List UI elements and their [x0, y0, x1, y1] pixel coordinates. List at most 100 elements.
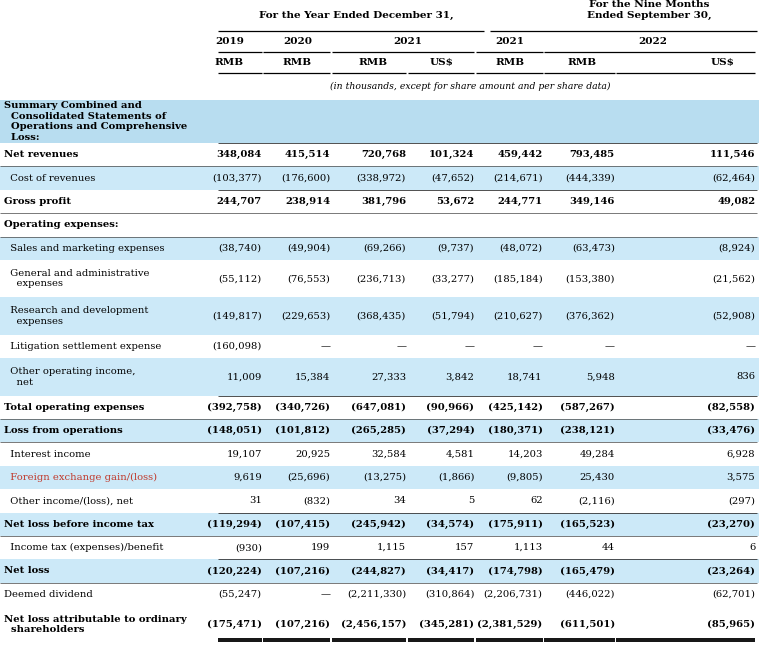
Text: (55,112): (55,112) — [219, 274, 262, 283]
Text: 459,442: 459,442 — [497, 150, 543, 159]
Text: (587,267): (587,267) — [560, 403, 615, 412]
Text: (85,965): (85,965) — [707, 620, 755, 629]
Text: Research and development
    expenses: Research and development expenses — [4, 306, 148, 326]
Text: 2022: 2022 — [638, 37, 667, 46]
Text: 381,796: 381,796 — [361, 197, 406, 206]
Text: (25,696): (25,696) — [288, 473, 330, 482]
Text: (51,794): (51,794) — [431, 311, 474, 320]
Text: RMB: RMB — [568, 58, 597, 67]
Text: (62,464): (62,464) — [712, 174, 755, 183]
Text: (214,671): (214,671) — [493, 174, 543, 183]
Text: 793,485: 793,485 — [570, 150, 615, 159]
FancyBboxPatch shape — [0, 559, 759, 582]
Text: 157: 157 — [455, 543, 474, 552]
Text: 49,284: 49,284 — [579, 450, 615, 458]
Text: (69,266): (69,266) — [364, 244, 406, 253]
Text: For the Nine Months
Ended September 30,: For the Nine Months Ended September 30, — [587, 0, 711, 20]
Text: Other operating income,
    net: Other operating income, net — [4, 367, 135, 387]
Text: (34,574): (34,574) — [427, 519, 474, 529]
Text: (47,652): (47,652) — [431, 174, 474, 183]
FancyBboxPatch shape — [0, 237, 759, 260]
Text: 11,009: 11,009 — [226, 372, 262, 382]
Text: (48,072): (48,072) — [499, 244, 543, 253]
Text: (90,966): (90,966) — [427, 403, 474, 412]
Text: 2019: 2019 — [215, 37, 244, 46]
Text: (38,740): (38,740) — [219, 244, 262, 253]
Text: Operating expenses:: Operating expenses: — [4, 220, 118, 229]
Text: 3,575: 3,575 — [726, 473, 755, 482]
Text: RMB: RMB — [215, 58, 244, 67]
Text: 18,741: 18,741 — [507, 372, 543, 382]
Text: 34: 34 — [393, 497, 406, 505]
FancyBboxPatch shape — [0, 0, 759, 143]
Text: (2,211,330): (2,211,330) — [347, 590, 406, 599]
Text: (8,924): (8,924) — [719, 244, 755, 253]
Text: 5,948: 5,948 — [586, 372, 615, 382]
Text: Net loss attributable to ordinary
  shareholders: Net loss attributable to ordinary shareh… — [4, 615, 187, 634]
Text: (63,473): (63,473) — [572, 244, 615, 253]
FancyBboxPatch shape — [0, 143, 759, 166]
Text: 25,430: 25,430 — [580, 473, 615, 482]
Text: (33,476): (33,476) — [707, 426, 755, 436]
Text: Operations and Comprehensive: Operations and Comprehensive — [4, 122, 187, 131]
Text: (340,726): (340,726) — [276, 403, 330, 412]
FancyBboxPatch shape — [0, 443, 759, 466]
FancyBboxPatch shape — [0, 166, 759, 190]
Text: 238,914: 238,914 — [285, 197, 330, 206]
Text: 6: 6 — [749, 543, 755, 552]
Text: (52,908): (52,908) — [712, 311, 755, 320]
Text: (165,523): (165,523) — [559, 519, 615, 529]
Text: (33,277): (33,277) — [431, 274, 474, 283]
Text: 27,333: 27,333 — [371, 372, 406, 382]
Text: —: — — [533, 342, 543, 351]
Text: —: — — [320, 590, 330, 599]
Text: (76,553): (76,553) — [288, 274, 330, 283]
Text: 1,113: 1,113 — [514, 543, 543, 552]
Text: (23,264): (23,264) — [707, 566, 755, 575]
Text: 2020: 2020 — [283, 37, 312, 46]
Text: 415,514: 415,514 — [285, 150, 330, 159]
Text: 32,584: 32,584 — [371, 450, 406, 458]
Text: (160,098): (160,098) — [213, 342, 262, 351]
Text: General and administrative
    expenses: General and administrative expenses — [4, 269, 150, 289]
Text: Summary Combined and: Summary Combined and — [4, 101, 142, 110]
Text: US$: US$ — [710, 58, 735, 67]
FancyBboxPatch shape — [0, 260, 759, 297]
Text: RMB: RMB — [283, 58, 312, 67]
Text: 199: 199 — [311, 543, 330, 552]
Text: (23,270): (23,270) — [707, 519, 755, 529]
Text: (180,371): (180,371) — [488, 426, 543, 436]
Text: (165,479): (165,479) — [560, 566, 615, 575]
Text: (210,627): (210,627) — [493, 311, 543, 320]
Text: 5: 5 — [468, 497, 474, 505]
Text: (148,051): (148,051) — [206, 426, 262, 436]
Text: 101,324: 101,324 — [429, 150, 474, 159]
Text: 53,672: 53,672 — [436, 197, 474, 206]
Text: (153,380): (153,380) — [565, 274, 615, 283]
Text: 3,842: 3,842 — [446, 372, 474, 382]
Text: (236,713): (236,713) — [357, 274, 406, 283]
Text: 20,925: 20,925 — [295, 450, 330, 458]
Text: 31: 31 — [249, 497, 262, 505]
FancyBboxPatch shape — [0, 335, 759, 358]
FancyBboxPatch shape — [0, 536, 759, 559]
Text: (2,116): (2,116) — [578, 497, 615, 505]
Text: (446,022): (446,022) — [565, 590, 615, 599]
Text: Gross profit: Gross profit — [4, 197, 71, 206]
FancyBboxPatch shape — [0, 606, 759, 644]
Text: Interest income: Interest income — [4, 450, 90, 458]
Text: (444,339): (444,339) — [565, 174, 615, 183]
Text: (120,224): (120,224) — [207, 566, 262, 575]
Text: (175,911): (175,911) — [488, 519, 543, 529]
Text: Net revenues: Net revenues — [4, 150, 78, 159]
Text: (265,285): (265,285) — [351, 426, 406, 436]
Text: (101,812): (101,812) — [276, 426, 330, 436]
Text: (185,184): (185,184) — [493, 274, 543, 283]
Text: (82,558): (82,558) — [707, 403, 755, 412]
Text: (34,417): (34,417) — [427, 566, 474, 575]
Text: (149,817): (149,817) — [212, 311, 262, 320]
Text: 15,384: 15,384 — [294, 372, 330, 382]
Text: (21,562): (21,562) — [712, 274, 755, 283]
Text: (1,866): (1,866) — [438, 473, 474, 482]
Text: Cost of revenues: Cost of revenues — [4, 174, 95, 183]
